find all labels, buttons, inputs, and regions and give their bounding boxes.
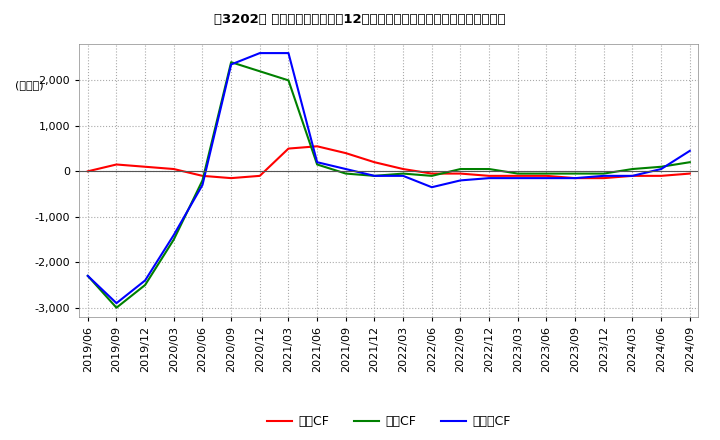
営業CF <box>571 176 580 181</box>
営業CF <box>485 173 493 179</box>
営業CF <box>428 171 436 176</box>
営業CF <box>256 173 264 179</box>
フリーCF <box>542 176 551 181</box>
フリーCF <box>485 176 493 181</box>
投資CF <box>485 166 493 172</box>
営業CF <box>685 171 694 176</box>
フリーCF <box>341 166 350 172</box>
フリーCF <box>141 278 150 283</box>
営業CF <box>312 143 321 149</box>
投資CF <box>513 171 522 176</box>
投資CF <box>256 69 264 74</box>
フリーCF <box>428 184 436 190</box>
営業CF <box>84 169 92 174</box>
Text: ［3202］ キャッシュフローの12か月移動合計の対前年同期増減額の推移: ［3202］ キャッシュフローの12か月移動合計の対前年同期増減額の推移 <box>214 13 506 26</box>
フリーCF <box>513 176 522 181</box>
フリーCF <box>312 160 321 165</box>
投資CF <box>657 164 665 169</box>
営業CF <box>227 176 235 181</box>
フリーCF <box>84 273 92 279</box>
投資CF <box>571 171 580 176</box>
投資CF <box>370 173 379 179</box>
営業CF <box>657 173 665 179</box>
フリーCF <box>256 51 264 56</box>
フリーCF <box>571 176 580 181</box>
投資CF <box>227 59 235 65</box>
投資CF <box>112 305 121 310</box>
営業CF <box>112 162 121 167</box>
営業CF <box>542 173 551 179</box>
投資CF <box>84 273 92 279</box>
営業CF <box>399 166 408 172</box>
投資CF <box>628 166 636 172</box>
投資CF <box>312 162 321 167</box>
フリーCF <box>227 62 235 67</box>
営業CF <box>600 176 608 181</box>
営業CF <box>341 150 350 156</box>
営業CF <box>169 166 178 172</box>
フリーCF <box>628 173 636 179</box>
フリーCF <box>685 148 694 154</box>
Y-axis label: (百万円): (百万円) <box>15 80 44 90</box>
営業CF <box>141 164 150 169</box>
フリーCF <box>657 166 665 172</box>
営業CF <box>628 173 636 179</box>
Line: 投資CF: 投資CF <box>88 62 690 308</box>
営業CF <box>456 171 465 176</box>
フリーCF <box>112 301 121 306</box>
フリーCF <box>284 51 293 56</box>
投資CF <box>542 171 551 176</box>
営業CF <box>198 173 207 179</box>
投資CF <box>341 171 350 176</box>
投資CF <box>600 171 608 176</box>
フリーCF <box>600 173 608 179</box>
Line: 営業CF: 営業CF <box>88 146 690 178</box>
投資CF <box>141 282 150 288</box>
投資CF <box>198 178 207 183</box>
Legend: 営業CF, 投資CF, フリーCF: 営業CF, 投資CF, フリーCF <box>262 411 516 433</box>
営業CF <box>513 173 522 179</box>
投資CF <box>428 173 436 179</box>
フリーCF <box>370 173 379 179</box>
フリーCF <box>456 178 465 183</box>
投資CF <box>685 160 694 165</box>
投資CF <box>169 237 178 242</box>
投資CF <box>399 171 408 176</box>
営業CF <box>284 146 293 151</box>
フリーCF <box>399 173 408 179</box>
フリーCF <box>169 232 178 238</box>
投資CF <box>456 166 465 172</box>
営業CF <box>370 160 379 165</box>
フリーCF <box>198 182 207 187</box>
投資CF <box>284 78 293 83</box>
Line: フリーCF: フリーCF <box>88 53 690 303</box>
